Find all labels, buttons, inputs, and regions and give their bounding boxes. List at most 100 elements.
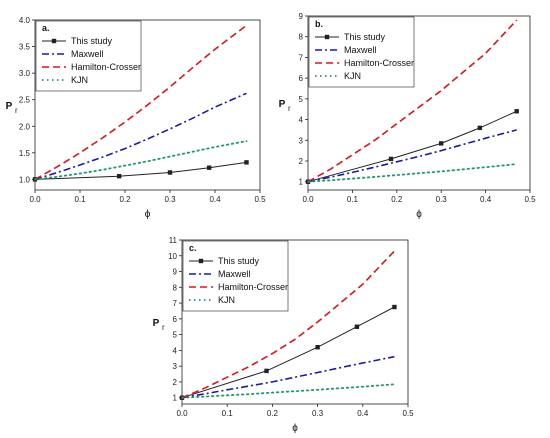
panel-a-y-axis-label-subscript: r — [15, 106, 18, 115]
panel-c-legend-label-kjn: KJN — [218, 295, 235, 305]
panel-b-x-axis-label: ϕ — [416, 209, 422, 220]
panel-c-y-tick-label: 5 — [173, 331, 178, 340]
panel-c-y-tick-label: 10 — [168, 252, 177, 261]
panel-c-plot-frame — [181, 239, 409, 405]
panel-c-y-axis-label-subscript: r — [162, 323, 165, 332]
panel-c-y-tick-label: 3 — [173, 362, 178, 371]
panel-a-y-tick-label: 4.0 — [19, 16, 31, 25]
panel-b-y-tick-label: 6 — [299, 74, 304, 83]
panel-c-x-tick-label: 0.0 — [176, 409, 188, 418]
panel-a-series-kjn-line — [34, 140, 248, 181]
panel-b-x-tick-label: 0.1 — [347, 195, 359, 204]
panel-a-series-this-study-point — [116, 173, 122, 179]
panel-a-series-hamilton-crosser-line — [34, 24, 247, 181]
panel-b-series-this-study-point — [514, 109, 519, 114]
panel-b-series-this-study-point — [439, 141, 444, 146]
panel-b-series-this-study-line — [307, 110, 517, 183]
panel-a-y-tick-label: 3.0 — [19, 69, 31, 78]
panel-c-series-this-study-point — [315, 345, 320, 350]
panel-c-x-axis-label: ϕ — [292, 423, 298, 434]
panel-b-legend-label-hamilton-crosser: Hamilton-Crosser — [344, 58, 414, 68]
panel-a-y-tick-label: 2.5 — [19, 96, 31, 105]
panel-a-x-tick-label: 0.3 — [164, 195, 176, 204]
panel-c-panel-label: c. — [189, 243, 197, 253]
panel-b-panel-label: b. — [315, 19, 323, 29]
panel-c-legend-marker-this-study — [198, 258, 204, 264]
panel-b-y-tick-label: 9 — [299, 12, 304, 21]
panel-c-y-tick-label: 9 — [173, 268, 178, 277]
panel-a-y-tick-label: 1.0 — [19, 175, 31, 184]
panel-a: 0.0 0.1 0.2 0.3 0.4 0.5 1.0 1.5 2.0 2.5 3.0 3.5 4.0 ϕ… — [6, 16, 266, 220]
panel-a-legend-label-hamilton-crosser: Hamilton-Crosser — [71, 62, 141, 72]
panel-a-series-maxwell-line — [34, 92, 247, 181]
panel-b-series-this-study-point — [388, 156, 394, 162]
panel-a-series-this-study-point — [244, 160, 249, 165]
panel-c-y-tick-label: 2 — [173, 378, 178, 387]
panel-c-x-tick-label: 0.2 — [267, 409, 279, 418]
panel-c-x-tick-label: 0.4 — [357, 409, 369, 418]
panel-a-legend-label-this-study: This study — [71, 36, 113, 46]
panel-b-legend-label-maxwell: Maxwell — [344, 45, 377, 55]
panel-c-y-tick-label: 8 — [173, 283, 178, 292]
panel-c-x-tick-label: 0.3 — [312, 409, 324, 418]
panel-b-x-tick-label: 0.5 — [524, 195, 536, 204]
panel-b-y-axis-label: P — [279, 99, 286, 110]
panel-b-x-tick-label: 0.2 — [391, 195, 403, 204]
panel-a-x-axis-label: ϕ — [145, 209, 151, 220]
panel-a-series-this-study-point — [167, 170, 173, 175]
panel-a-x-tick-label: 0.2 — [119, 195, 131, 204]
panel-c-series-this-study-point — [392, 304, 397, 310]
panel-c-y-tick-label: 1 — [173, 394, 178, 403]
panel-b-y-tick-label: 3 — [299, 136, 304, 145]
panel-c-series-this-study-point — [264, 368, 269, 374]
panel-a-y-axis-label: P — [6, 101, 13, 112]
panel-c-x-tick-label: 0.5 — [402, 409, 414, 418]
panel-c-series-this-study-point — [354, 324, 360, 329]
panel-b-x-tick-label: 0.3 — [436, 195, 448, 204]
panel-c-y-tick-label: 6 — [173, 315, 178, 324]
panel-b-series-kjn-line — [307, 163, 518, 183]
panel-c-x-tick-label: 0.1 — [222, 409, 234, 418]
panel-a-x-tick-label: 0.4 — [209, 195, 221, 204]
panel-a-legend-marker-this-study — [51, 38, 57, 44]
panel-b-y-tick-label: 7 — [299, 53, 304, 62]
panel-b-y-tick-label: 5 — [299, 95, 304, 104]
panel-b-legend-label-this-study: This study — [344, 32, 386, 42]
panel-b-y-tick-label: 2 — [299, 157, 304, 166]
panel-a-legend-label-kjn: KJN — [71, 75, 88, 85]
panel-a-x-tick-label: 0.0 — [29, 195, 41, 204]
panel-a-panel-label: a. — [42, 23, 50, 33]
panel-b-y-tick-label: 1 — [299, 178, 304, 187]
panel-a-x-tick-label: 0.5 — [254, 195, 266, 204]
panel-b-y-axis-label-subscript: r — [288, 104, 291, 113]
panel-c-y-tick-label: 4 — [173, 346, 178, 355]
panel-a-y-tick-label: 1.5 — [19, 149, 31, 158]
panel-c-legend-label-this-study: This study — [218, 256, 260, 266]
panel-b-series-maxwell-line — [307, 129, 517, 183]
panel-b-y-tick-label: 8 — [299, 33, 304, 42]
panel-a-series-this-study-line — [34, 161, 247, 180]
panel-c-y-tick-label: 7 — [173, 299, 178, 308]
panel-a-legend-label-maxwell: Maxwell — [71, 49, 104, 59]
panel-c-series-hamilton-crosser-line — [181, 250, 395, 399]
panel-b-x-tick-label: 0.4 — [480, 195, 492, 204]
panel-a-y-tick-label: 3.5 — [19, 43, 31, 52]
panel-a-x-tick-label: 0.1 — [74, 195, 86, 204]
panel-b-series-this-study-point — [477, 125, 483, 131]
panel-c-series-maxwell-line — [181, 355, 395, 399]
panel-c: 0.0 0.1 0.2 0.3 0.4 0.5 1 2 3 4 5 6 7 8 9 10 11 ϕ P r c. This… — [153, 236, 414, 434]
panel-b: 0.0 0.1 0.2 0.3 0.4 0.5 1 2 3 4 5 6 7 8 9 ϕ P r b. This stu… — [279, 12, 536, 220]
panel-b-plot-frame — [307, 15, 531, 191]
panel-b-legend-marker-this-study — [324, 34, 330, 40]
panel-b-series-hamilton-crosser-line — [307, 19, 518, 183]
panel-a-series-this-study-point — [206, 165, 212, 170]
panel-c-y-tick-label: 11 — [169, 236, 178, 245]
panel-c-legend-label-maxwell: Maxwell — [218, 269, 251, 279]
panel-c-series-kjn-line — [181, 383, 396, 399]
panel-b-y-tick-label: 4 — [299, 116, 304, 125]
panel-c-legend-label-hamilton-crosser: Hamilton-Crosser — [218, 282, 288, 292]
panel-b-x-tick-label: 0.0 — [302, 195, 314, 204]
panel-a-plot-frame — [34, 19, 261, 191]
panel-c-y-axis-label: P — [153, 318, 160, 329]
